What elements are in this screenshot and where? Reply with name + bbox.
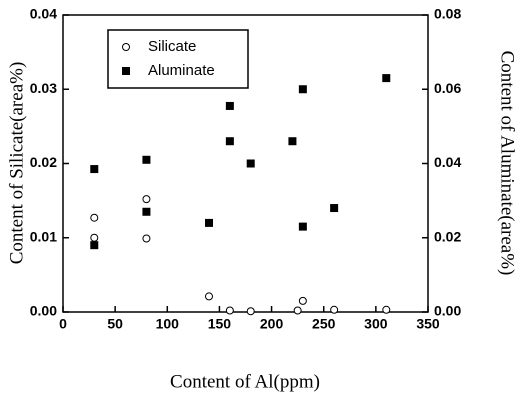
- point: [90, 165, 99, 174]
- legend-marker: [122, 43, 130, 51]
- y-tick-label: 0.04: [30, 6, 57, 22]
- y-tick-label: 0.00: [30, 303, 57, 319]
- x-tick-label: 50: [107, 316, 123, 332]
- legend-box: [107, 29, 249, 89]
- point: [288, 137, 297, 146]
- y2-tick-label: 0.06: [434, 80, 461, 96]
- point: [382, 305, 391, 314]
- y2-tick-label: 0.04: [434, 154, 461, 170]
- point: [142, 207, 151, 216]
- y-tick-label: 0.03: [30, 80, 57, 96]
- point: [225, 101, 234, 110]
- point: [205, 292, 213, 301]
- y2-tick-label: 0.00: [434, 303, 461, 319]
- x-tick-label: 300: [364, 316, 388, 332]
- x-tick-label: 0: [59, 316, 67, 332]
- x-tick-label: 200: [260, 316, 284, 332]
- legend-label: Silicate: [148, 38, 196, 55]
- x-axis-title: Content of Al(ppm): [170, 371, 320, 392]
- point: [142, 155, 151, 164]
- legend-marker: [122, 67, 130, 75]
- point: [298, 85, 307, 94]
- point: [330, 204, 339, 213]
- point: [90, 233, 99, 242]
- x-tick-label: 250: [312, 316, 336, 332]
- point: [298, 222, 307, 231]
- y2-tick-label: 0.08: [434, 6, 461, 22]
- y-axis-title: Content of Silicate(area%): [6, 62, 27, 265]
- legend-label: Aluminate: [148, 62, 215, 79]
- point: [90, 241, 99, 250]
- point: [246, 307, 255, 316]
- y-tick-label: 0.01: [30, 228, 57, 244]
- point: [225, 306, 234, 315]
- x-tick-label: 350: [416, 316, 440, 332]
- point: [142, 195, 151, 204]
- point: [205, 218, 213, 227]
- y2-axis-title: Content of Aluminate(area%): [497, 51, 518, 276]
- x-tick-label: 150: [208, 316, 232, 332]
- point: [246, 159, 255, 168]
- point: [293, 306, 302, 315]
- point: [90, 213, 99, 222]
- point: [298, 296, 307, 305]
- point: [225, 137, 234, 146]
- point: [142, 234, 151, 243]
- x-tick-label: 100: [156, 316, 180, 332]
- point: [330, 305, 339, 314]
- y-tick-label: 0.02: [30, 154, 57, 170]
- point: [382, 74, 391, 83]
- y2-tick-label: 0.02: [434, 228, 461, 244]
